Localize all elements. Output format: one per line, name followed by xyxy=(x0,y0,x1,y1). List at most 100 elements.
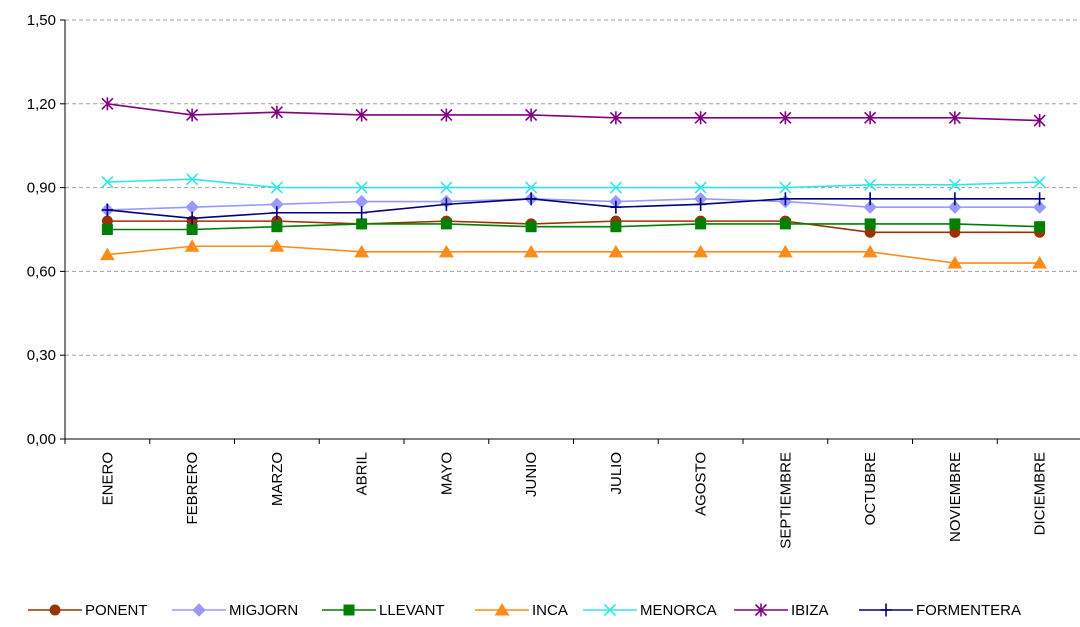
data-point-inca xyxy=(99,247,115,261)
series-line-ibiza xyxy=(107,103,1040,122)
data-point-ibiza xyxy=(186,108,199,122)
y-tick-label: 0,90 xyxy=(27,180,56,197)
data-point-menorca xyxy=(609,181,622,194)
data-point-inca xyxy=(523,244,539,258)
y-tick-label: 0,60 xyxy=(27,263,56,280)
data-point-migjorn xyxy=(948,200,962,214)
legend-label-menorca: MENORCA xyxy=(640,602,717,619)
y-tick-label: 1,50 xyxy=(27,12,56,29)
series-formentera xyxy=(101,192,1046,225)
data-point-llevant xyxy=(779,218,791,230)
series-inca xyxy=(99,239,1048,269)
series-ibiza xyxy=(101,97,1046,128)
data-point-llevant xyxy=(101,224,113,235)
data-point-menorca xyxy=(525,181,538,194)
data-point-migjorn xyxy=(354,194,369,209)
gridlines xyxy=(65,19,1080,356)
x-tick-label: OCTUBRE xyxy=(862,452,879,525)
legend-marker-inca xyxy=(494,603,510,616)
data-point-ibiza xyxy=(694,111,707,125)
data-point-ibiza xyxy=(1033,114,1046,128)
data-point-inca xyxy=(947,256,963,269)
legend-label-migjorn: MIGJORN xyxy=(229,602,298,619)
data-point-menorca xyxy=(355,181,368,194)
data-point-inca xyxy=(269,239,285,252)
x-tick-label: MAYO xyxy=(438,452,455,495)
x-tick-label: JUNIO xyxy=(523,452,540,497)
data-point-inca xyxy=(184,239,200,252)
data-point-formentera xyxy=(610,200,622,214)
legend-item-llevant: LLEVANT xyxy=(322,602,445,619)
data-point-formentera xyxy=(949,192,961,206)
x-tick-label: MARZO xyxy=(269,452,286,506)
data-point-llevant xyxy=(356,218,368,230)
data-point-menorca xyxy=(779,181,792,194)
data-point-menorca xyxy=(440,181,453,194)
legend-item-menorca: MENORCA xyxy=(583,602,717,619)
data-point-ibiza xyxy=(609,111,622,125)
legend-marker-ponent xyxy=(49,604,61,616)
legend-item-migjorn: MIGJORN xyxy=(172,602,298,619)
x-axis: ENERO FEBRERO MARZO ABRIL MAYO JUNIO JULIO AGOS… xyxy=(64,438,1080,549)
x-tick-label: ENERO xyxy=(99,452,116,505)
legend: PONENT MIGJORN LLEVANT INCA MENORCA IBIZA FORM… xyxy=(28,602,1021,619)
data-point-formentera xyxy=(525,192,537,206)
y-axis: 0,00 0,30 0,60 0,90 1,20 1,50 xyxy=(27,12,66,448)
data-point-migjorn xyxy=(863,200,877,214)
data-point-menorca xyxy=(694,181,707,194)
data-point-inca xyxy=(693,244,709,258)
data-point-llevant xyxy=(695,218,707,230)
data-point-inca xyxy=(1032,256,1048,269)
data-point-migjorn xyxy=(1032,200,1047,214)
series-line-ponent xyxy=(107,220,1040,234)
data-point-llevant xyxy=(186,224,198,235)
x-tick-label: JULIO xyxy=(608,452,625,495)
legend-item-ponent: PONENT xyxy=(28,602,148,619)
data-point-ibiza xyxy=(948,111,961,125)
data-point-inca xyxy=(862,244,878,258)
data-point-menorca xyxy=(101,175,114,189)
data-point-inca xyxy=(438,244,454,258)
data-point-llevant xyxy=(525,221,537,233)
legend-marker-llevant xyxy=(343,604,355,616)
data-point-llevant xyxy=(864,218,876,230)
legend-item-ibiza: IBIZA xyxy=(734,602,829,619)
x-tick-label: FEBRERO xyxy=(184,452,201,525)
legend-label-formentera: FORMENTERA xyxy=(916,602,1021,619)
data-point-menorca xyxy=(1033,175,1046,189)
legend-label-inca: INCA xyxy=(532,602,568,619)
data-point-menorca xyxy=(864,178,877,191)
series-line-migjorn xyxy=(107,197,1040,211)
legend-marker-formentera xyxy=(880,603,892,617)
data-point-inca xyxy=(777,244,793,258)
data-point-formentera xyxy=(779,192,791,206)
x-tick-label: DICIEMBRE xyxy=(1032,452,1049,535)
data-point-formentera xyxy=(1034,192,1046,206)
data-point-llevant xyxy=(1034,221,1046,233)
data-point-ibiza xyxy=(779,111,792,125)
data-point-formentera xyxy=(356,206,368,220)
data-point-llevant xyxy=(271,221,283,233)
data-point-inca xyxy=(608,244,624,258)
data-point-ibiza xyxy=(270,105,283,119)
x-tick-label: AGOSTO xyxy=(693,452,710,516)
data-point-menorca xyxy=(270,181,283,194)
series-menorca xyxy=(101,173,1046,194)
y-tick-label: 0,30 xyxy=(27,347,56,364)
data-point-formentera xyxy=(271,206,283,220)
data-point-ibiza xyxy=(864,111,877,125)
legend-item-formentera: FORMENTERA xyxy=(859,602,1021,619)
legend-marker-migjorn xyxy=(192,603,206,617)
data-point-llevant xyxy=(440,218,452,230)
y-tick-label: 1,20 xyxy=(27,96,56,113)
data-point-ibiza xyxy=(355,108,368,122)
series-migjorn xyxy=(100,192,1047,217)
data-point-menorca xyxy=(948,178,961,191)
x-tick-label: SEPTIEMBRE xyxy=(777,452,794,549)
y-tick-label: 0,00 xyxy=(27,431,56,448)
series-line-formentera xyxy=(107,197,1040,220)
data-point-formentera xyxy=(695,197,707,211)
data-point-formentera xyxy=(864,192,876,206)
data-point-inca xyxy=(354,244,370,258)
